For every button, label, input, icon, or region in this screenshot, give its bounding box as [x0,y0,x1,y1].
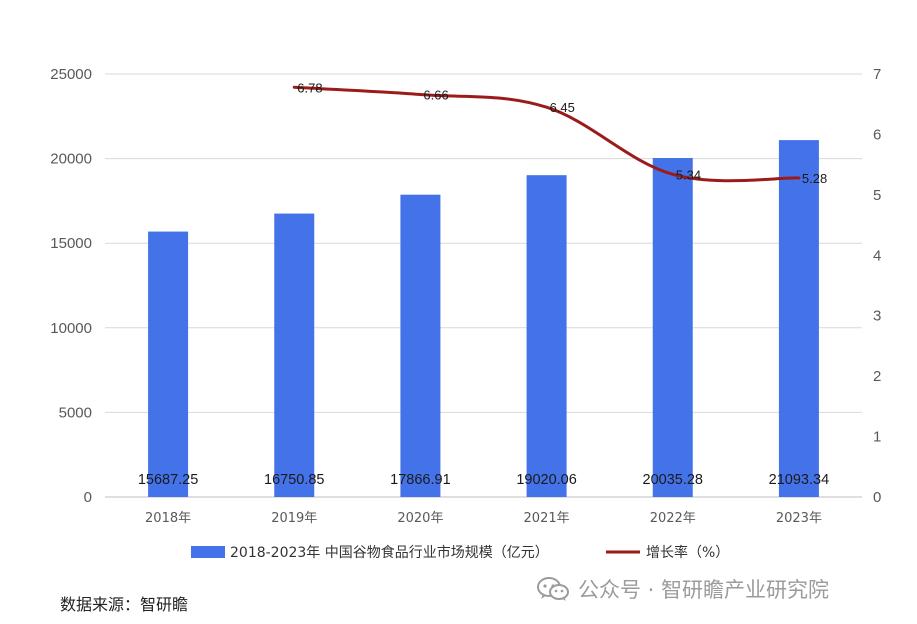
line-series [292,85,801,183]
left-axis-tick-label: 15000 [50,235,92,252]
legend-label-line: 增长率（%） [646,544,729,561]
category-tick-label: 2019年 [271,511,317,526]
category-tick-label: 2021年 [524,511,570,526]
legend: 2018-2023年 中国谷物食品行业市场规模（亿元） 增长率（%） [191,544,729,561]
source-note: 数据来源：智研瞻 [60,595,189,614]
watermark: 公众号 · 智研瞻产业研究院 [536,574,829,604]
right-axis-tick-label: 4 [873,247,881,264]
bar-data-label: 21093.34 [769,472,829,488]
line-data-label: 6.45 [550,100,575,115]
bar-series [148,140,819,498]
line-data-label: 5.28 [802,171,827,186]
watermark-text: 公众号 · 智研瞻产业研究院 [578,578,830,602]
right-axis-tick-label: 7 [873,66,881,83]
bar [652,158,693,498]
bar [526,175,567,497]
legend-label-bar: 2018-2023年 中国谷物食品行业市场规模（亿元） [230,544,549,561]
bar-data-label: 16750.85 [264,472,324,488]
bar [400,194,441,497]
growth-rate-line [292,85,801,183]
category-tick-label: 2023年 [776,511,822,526]
wechat-icon [537,577,569,601]
left-axis-tick-label: 10000 [50,320,92,337]
right-axis-tick-label: 6 [873,126,881,143]
line-data-label: 6.78 [297,80,322,95]
gridlines [105,73,862,498]
left-axis-tick-label: 0 [84,489,92,506]
category-tick-label: 2020年 [397,511,443,526]
bar [778,140,819,497]
bar-data-label: 17866.91 [390,472,450,488]
right-axis-tick-label: 5 [873,187,881,204]
right-axis-tick-label: 2 [873,368,881,385]
bar-data-labels: 15687.25 16750.85 17866.91 19020.06 20035.28… [138,472,829,488]
bar [148,231,189,498]
bar-data-label: 15687.25 [138,472,198,488]
bar-data-label: 20035.28 [643,472,703,488]
category-tick-label: 2022年 [650,511,696,526]
category-tick-label: 2018年 [145,511,191,526]
left-axis-tick-label: 25000 [50,66,92,83]
right-axis: 0 1 2 3 4 5 6 7 [873,66,881,506]
left-axis-tick-label: 5000 [59,404,92,421]
line-data-labels: 6.78 6.66 6.45 5.34 5.28 [297,80,827,186]
category-axis: 2018年 2019年 2020年 2021年 2022年 2023年 [145,511,822,526]
bar [274,213,315,497]
left-axis: 0 5000 10000 15000 20000 25000 [50,66,92,506]
right-axis-tick-label: 0 [873,489,881,506]
line-data-label: 5.34 [676,167,701,182]
line-data-label: 6.66 [423,88,448,103]
left-axis-tick-label: 20000 [50,151,92,168]
right-axis-tick-label: 1 [873,429,881,446]
bar-data-label: 19020.06 [516,472,576,488]
legend-swatch-bar [191,546,225,558]
right-axis-tick-label: 3 [873,308,881,325]
